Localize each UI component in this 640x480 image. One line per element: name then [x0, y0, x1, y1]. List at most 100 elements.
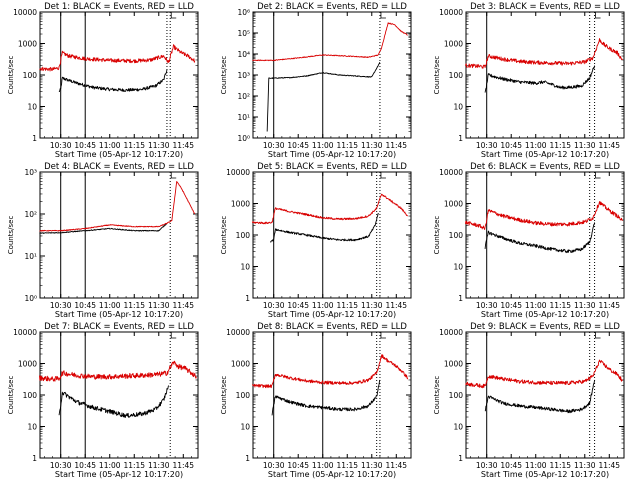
x-tick-label: 10:30 [476, 301, 498, 310]
detector-panel-1: Det 1: BLACK = Events, RED = LLD 1 10 100 10… [7, 2, 199, 159]
x-tick-label: 11:15 [336, 301, 358, 310]
x-tick-label: 11:15 [549, 141, 571, 150]
y-tick-label: 1 [458, 294, 463, 303]
panel-title: Det 3: BLACK = Events, RED = LLD [470, 2, 620, 12]
y-tick-label: 10000 [13, 8, 37, 17]
y-tick-label: 10000 [439, 168, 463, 177]
x-tick-label: 10:30 [263, 461, 285, 470]
y-axis-label: Counts/sec [433, 216, 441, 255]
x-tick-label: 11:30 [361, 461, 383, 470]
y-tick-label: 10¹ [237, 113, 250, 122]
x-tick-label: 11:45 [598, 461, 620, 470]
x-tick-label: 11:00 [99, 141, 121, 150]
x-tick-label: 11:00 [99, 301, 121, 310]
x-tick-label: 11:30 [574, 461, 596, 470]
y-tick-label: 10000 [226, 168, 250, 177]
x-axis-label: Start Time (05-Apr-12 10:17:20) [481, 470, 609, 479]
interval-bracket [380, 12, 386, 19]
y-tick-label: 1 [245, 454, 250, 463]
panel-title: Det 2: BLACK = Events, RED = LLD [257, 2, 407, 12]
y-tick-label: 10 [240, 263, 250, 272]
series-events-line [58, 69, 168, 93]
x-tick-label: 11:45 [172, 461, 194, 470]
x-tick-label: 11:00 [99, 461, 121, 470]
detector-panel-7: Det 7: BLACK = Events, RED = LLD 1 10 100 10… [7, 322, 199, 479]
x-tick-label: 10:45 [287, 461, 309, 470]
plot-frame [252, 331, 412, 459]
y-tick-label: 10 [453, 103, 463, 112]
panel-title: Det 8: BLACK = Events, RED = LLD [257, 322, 407, 332]
y-tick-label: 1000 [231, 360, 250, 369]
series-lld-line [39, 44, 196, 72]
x-tick-label: 10:30 [50, 301, 72, 310]
y-axis-label: Counts/sec [220, 216, 228, 255]
y-tick-label: 10⁶ [237, 8, 250, 17]
y-tick-label: 10⁵ [237, 29, 250, 38]
detector-panel-6: Det 6: BLACK = Events, RED = LLD 1 10 100 10… [433, 162, 625, 319]
y-tick-label: 100 [449, 391, 464, 400]
y-tick-label: 10000 [439, 328, 463, 337]
y-tick-label: 10² [24, 210, 37, 219]
y-tick-label: 10³ [24, 168, 37, 177]
interval-bracket [595, 332, 601, 339]
x-axis-label: Start Time (05-Apr-12 10:17:20) [481, 150, 609, 159]
series-events-line [39, 223, 168, 234]
interval-bracket [595, 12, 601, 19]
plot-frame [39, 11, 199, 139]
series-events-line [58, 385, 170, 419]
interval-bracket [595, 172, 601, 179]
y-tick-label: 1000 [18, 40, 37, 49]
interval-bracket [170, 12, 177, 19]
x-tick-label: 11:15 [336, 141, 358, 150]
y-tick-label: 10 [453, 423, 463, 432]
y-axis-label: Counts/sec [433, 56, 441, 95]
series-events-line [266, 62, 381, 132]
y-tick-label: 10³ [237, 71, 250, 80]
x-tick-label: 11:45 [385, 461, 407, 470]
detector-panel-3: Det 3: BLACK = Events, RED = LLD 1 10 100 10… [433, 2, 625, 159]
interval-bracket [170, 332, 177, 339]
x-axis-label: Start Time (05-Apr-12 10:17:20) [268, 470, 396, 479]
series-events-line [271, 379, 381, 416]
y-tick-label: 10⁰ [24, 294, 37, 303]
x-axis-label: Start Time (05-Apr-12 10:17:20) [55, 150, 183, 159]
x-tick-label: 11:15 [123, 461, 145, 470]
x-tick-label: 11:45 [598, 301, 620, 310]
y-tick-label: 10 [27, 103, 37, 112]
y-tick-label: 1000 [444, 200, 463, 209]
x-tick-label: 10:45 [74, 461, 96, 470]
y-tick-label: 100 [236, 391, 251, 400]
x-tick-label: 10:30 [476, 461, 498, 470]
y-tick-label: 1 [32, 134, 37, 143]
x-tick-label: 10:45 [287, 141, 309, 150]
x-tick-label: 11:30 [361, 301, 383, 310]
y-axis-label: Counts/sec [7, 56, 15, 95]
x-tick-label: 11:15 [549, 301, 571, 310]
x-tick-label: 11:45 [172, 301, 194, 310]
series-lld-line [465, 38, 623, 69]
plot-frame [465, 331, 625, 459]
x-tick-label: 10:30 [50, 141, 72, 150]
plot-frame [252, 171, 412, 299]
y-tick-label: 10² [237, 92, 250, 101]
series-lld-line [252, 22, 408, 62]
panel-title: Det 5: BLACK = Events, RED = LLD [257, 162, 407, 172]
y-axis-label: Counts/sec [220, 376, 228, 415]
detector-panel-4: Det 4: BLACK = Events, RED = LLD 10⁰ 10¹ 10… [7, 162, 199, 319]
x-tick-label: 10:30 [50, 461, 72, 470]
x-tick-label: 11:45 [172, 141, 194, 150]
interval-bracket [380, 172, 386, 179]
interval-bracket [170, 172, 177, 179]
y-axis-label: Counts/sec [220, 56, 228, 95]
y-tick-label: 100 [449, 231, 464, 240]
y-tick-label: 100 [236, 231, 251, 240]
series-lld-line [465, 201, 623, 230]
x-tick-label: 10:30 [263, 141, 285, 150]
y-tick-label: 10000 [226, 328, 250, 337]
x-tick-label: 10:30 [263, 301, 285, 310]
y-tick-label: 1 [458, 454, 463, 463]
x-tick-label: 10:45 [500, 141, 522, 150]
x-tick-label: 10:30 [476, 141, 498, 150]
detector-panel-2: Det 2: BLACK = Events, RED = LLD 10⁰ 10¹ 10… [220, 2, 412, 159]
